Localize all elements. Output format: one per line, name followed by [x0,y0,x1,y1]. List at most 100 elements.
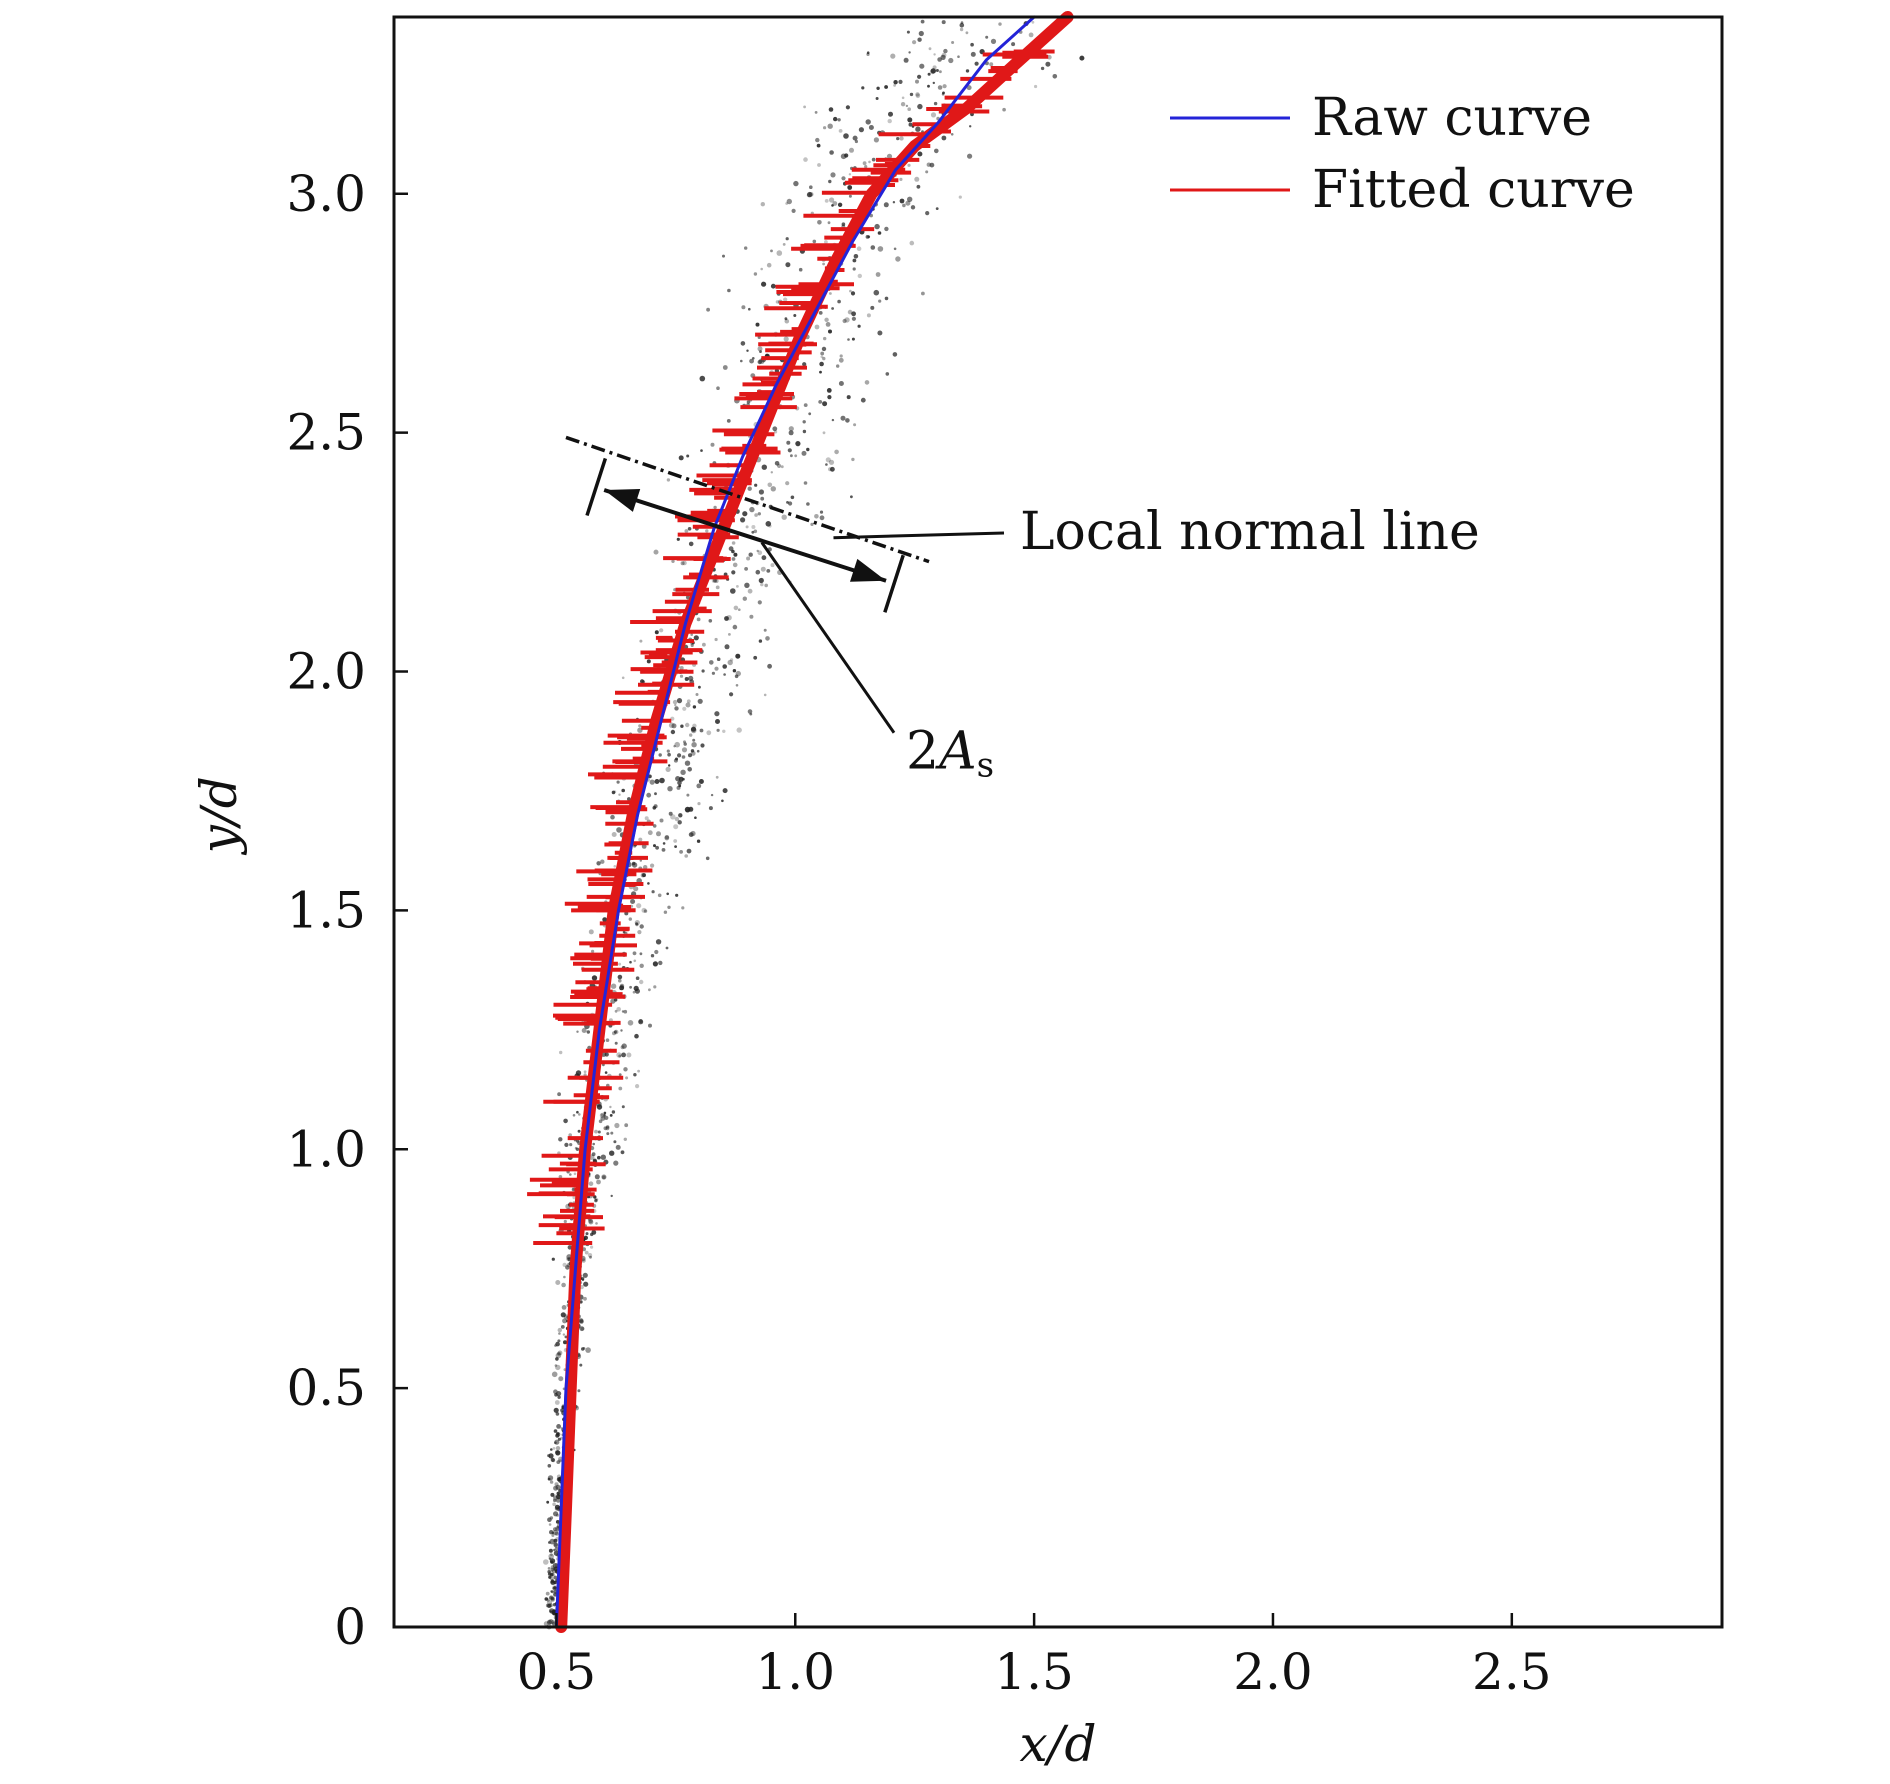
scatter-point [631,862,638,868]
scatter-point [937,85,943,90]
scatter-point [554,1344,557,1347]
scatter-point [583,1070,587,1074]
scatter-point [824,240,828,244]
scatter-point [736,585,739,588]
scatter-point [677,820,682,825]
scatter-point [711,671,716,675]
scatter-point [998,22,1002,26]
scatter-point [942,91,945,95]
scatter-point [819,361,824,367]
amplitude-label: 2As [906,722,994,786]
scatter-point [840,153,847,160]
scatter-point [864,165,868,169]
scatter-point [746,400,751,404]
x-tick-label: 0.5 [517,1643,597,1701]
scatter-point [809,185,813,189]
scatter-point [831,307,834,310]
scatter-point [577,1129,581,1133]
scatter-point [770,471,773,474]
scatter-point [653,985,657,989]
scatter-point [555,1450,559,1454]
scatter-point [815,137,820,143]
scatter-point [690,749,695,753]
scatter-point [746,349,749,352]
scatter-point [604,1115,609,1120]
scatter-point [698,685,701,689]
normal-line-label: Local normal line [1020,502,1480,562]
scatter-point [684,760,691,766]
scatter-point [633,985,639,992]
scatter-point [864,380,870,385]
scatter-point [761,464,767,470]
scatter-point [921,291,925,296]
scatter-point [557,1350,563,1356]
scatter-point [917,74,922,79]
scatter-point [606,1132,610,1136]
scatter-point [829,197,835,203]
scatter-point [638,837,643,842]
scatter-point [887,118,892,124]
scatter-point [596,1179,601,1185]
scatter-point [618,978,622,983]
scatter-point [692,738,696,742]
scatter-point [554,1441,557,1444]
scatter-point [555,1537,559,1541]
plot-frame [392,15,1724,1629]
scatter-point [927,72,931,76]
scatter-point [915,93,921,99]
scatter-point [643,909,648,913]
scatter-point [549,1480,554,1484]
scatter-point [618,1073,622,1076]
scatter-point [688,832,694,837]
scatter-point [723,673,726,676]
scatter-point [553,1575,558,1580]
scatter-point [668,764,671,767]
scatter-point [611,1110,616,1114]
scatter-point [793,180,799,187]
scatter-point [554,1364,558,1367]
scatter-point [598,1119,603,1124]
scatter-point [785,202,789,205]
scatter-point [638,1019,644,1025]
scatter-point [722,788,728,794]
scatter-point [644,816,649,821]
scatter-point [927,84,930,88]
scatter-point [550,1580,554,1584]
scatter-point [601,1174,607,1180]
scatter-point [693,635,699,641]
scatter-point [639,924,644,929]
scatter-point [666,749,670,753]
scatter-point [744,567,748,571]
y-tick-label: 1.5 [286,881,366,939]
scatter-point [548,1541,551,1544]
scatter-point [710,793,714,797]
scatter-point [619,983,625,989]
scatter-point [614,1122,620,1129]
scatter-point [621,788,625,793]
scatter-point [716,657,721,661]
x-tick-label: 2.0 [1233,1643,1313,1701]
scatter-point [652,824,657,828]
scatter-point [562,1318,568,1324]
scatter-point [625,1076,629,1080]
scatter-point [766,262,772,268]
x-tick-label: 1.0 [756,1643,836,1701]
scatter-point [630,899,636,904]
scatter-point [550,1565,555,1569]
scatter-point [810,522,814,527]
scatter-point [555,1450,561,1456]
scatter-point [592,1142,595,1146]
scatter-point [830,172,836,178]
scatter-point [733,605,739,611]
scatter-point [639,639,643,643]
y-tick-label: 1.0 [286,1120,366,1178]
scatter-point [925,211,930,216]
scatter-point [561,1305,567,1310]
scatter-point [935,207,939,211]
scatter-point [551,1534,555,1537]
y-tick-label: 0 [334,1598,366,1656]
scatter-point [683,742,687,746]
scatter-point [654,779,660,784]
scatter-point [623,1067,628,1072]
